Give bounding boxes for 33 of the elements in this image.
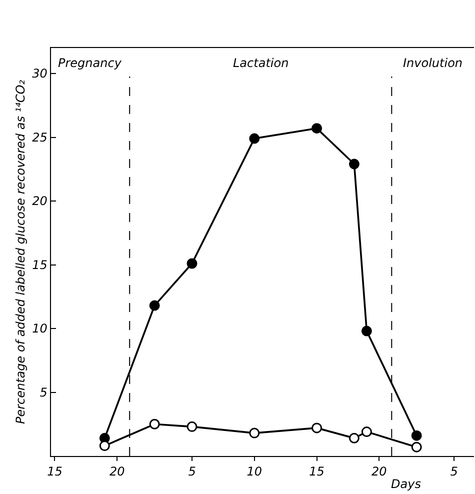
point	[312, 123, 322, 134]
y-tick-label: 30	[32, 66, 48, 81]
y-tick-label: 20	[32, 194, 48, 208]
point	[411, 442, 422, 452]
x-tick-label: 15	[309, 464, 324, 479]
y-tick-label: 25	[32, 130, 48, 144]
x-tick-label: 20	[372, 464, 388, 479]
x-axis-title: Days	[391, 477, 421, 491]
point	[186, 421, 198, 432]
point	[149, 418, 160, 430]
y-axis-title: Percentage of added labelled glucose recovered as ¹⁴CO₂	[14, 80, 28, 424]
y-tick-label: 5	[40, 385, 48, 400]
point	[249, 133, 260, 144]
annotation: Involution	[403, 56, 463, 70]
annotation: Pregnancy	[58, 56, 122, 70]
x-tick-label: 5	[450, 464, 458, 479]
point	[361, 326, 372, 336]
point	[99, 440, 110, 452]
point	[186, 258, 198, 269]
y-tick-label: 15	[32, 258, 48, 272]
y-tick-label: 10	[32, 322, 48, 336]
x-tick-label: 5	[188, 464, 196, 479]
point	[411, 430, 422, 441]
point	[348, 158, 360, 170]
x-tick-label: 20	[109, 464, 126, 479]
point	[361, 426, 372, 438]
point	[312, 422, 322, 434]
point	[348, 432, 360, 444]
x-tick-label: 10	[246, 464, 262, 479]
point	[249, 428, 260, 438]
point	[149, 300, 160, 311]
x-tick-label: 15	[47, 464, 62, 479]
annotation: Lactation	[233, 56, 289, 70]
